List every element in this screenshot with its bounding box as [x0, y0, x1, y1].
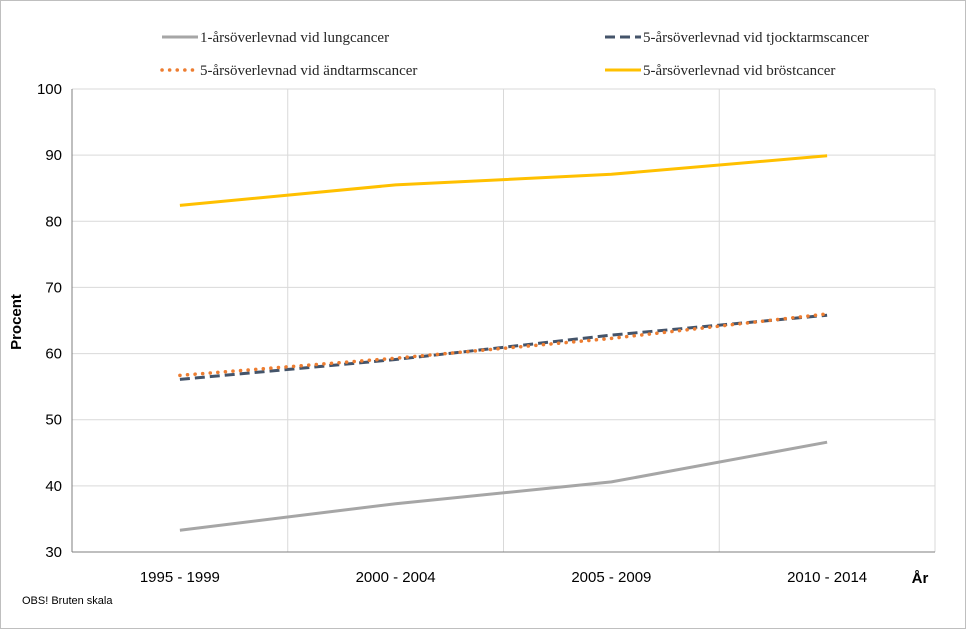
y-tick-label-60: 60	[45, 346, 62, 363]
x-axis-title: År	[912, 570, 929, 587]
series-line-4	[179, 154, 828, 207]
series-line-3	[178, 312, 829, 378]
legend-label-1: 1-årsöverlevnad vid lungcancer	[200, 30, 389, 46]
x-tick-labels: 1995 - 1999 2000 - 2004 2005 - 2009 2010 - …	[140, 569, 867, 586]
y-tick-labels: 30 40 50 60 70 80 90 100	[37, 81, 62, 561]
y-tick-label-70: 70	[45, 279, 62, 296]
y-tick-label-40: 40	[45, 478, 62, 495]
x-tick-label-1: 1995 - 1999	[140, 569, 220, 586]
x-tick-label-4: 2010 - 2014	[787, 569, 867, 586]
legend: 1-årsöverlevnad vid lungcancer 5-årsöverl…	[160, 30, 869, 79]
y-tick-label-80: 80	[45, 213, 62, 230]
series-lines	[178, 154, 829, 532]
series-line-1	[179, 440, 828, 532]
y-tick-label-30: 30	[45, 544, 62, 561]
y-tick-label-90: 90	[45, 147, 62, 164]
broken-scale-note: OBS! Bruten skala	[22, 595, 113, 607]
x-tick-label-2: 2000 - 2004	[356, 569, 436, 586]
legend-label-4: 5-årsöverlevnad vid bröstcancer	[643, 63, 835, 79]
y-tick-label-50: 50	[45, 412, 62, 429]
legend-label-3: 5-årsöverlevnad vid ändtarmscancer	[200, 63, 417, 79]
x-tick-label-3: 2005 - 2009	[571, 569, 651, 586]
y-tick-label-100: 100	[37, 81, 62, 98]
y-axis-title: Procent	[8, 294, 25, 350]
axes	[71, 88, 936, 553]
legend-label-2: 5-årsöverlevnad vid tjocktarmscancer	[643, 30, 869, 46]
series-line-2	[179, 313, 828, 381]
